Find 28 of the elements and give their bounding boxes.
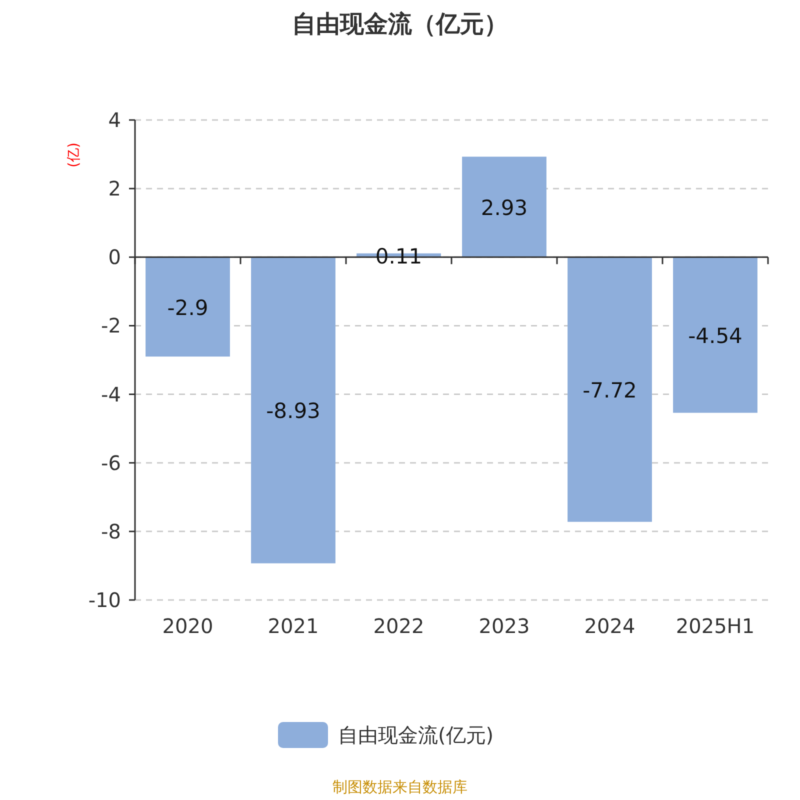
bar <box>146 257 230 357</box>
y-tick-label: 2 <box>108 176 121 201</box>
y-tick-label: -4 <box>101 382 121 406</box>
bar <box>673 257 758 413</box>
bar <box>462 156 546 258</box>
y-tick-label: 4 <box>108 108 121 132</box>
x-tick-label: 2022 <box>373 614 424 638</box>
x-tick-label: 2021 <box>268 614 319 638</box>
y-tick-label: -6 <box>101 450 121 475</box>
bar <box>251 257 336 564</box>
x-tick-label: 2023 <box>478 614 530 638</box>
data-label: 2.93 <box>480 196 528 220</box>
chart-title: 自由现金流（亿元） <box>292 10 508 38</box>
y-tick-label: -8 <box>101 519 121 544</box>
y-tick-label: 0 <box>108 245 121 270</box>
text: 制图数据来自数据库 <box>332 778 468 796</box>
data-label: -4.54 <box>688 324 742 348</box>
x-tick-label: 2020 <box>162 614 214 638</box>
data-label: -2.9 <box>167 296 208 320</box>
y-tick-label: -10 <box>88 588 121 612</box>
data-label: -7.72 <box>582 378 637 402</box>
data-label: -8.93 <box>266 399 320 424</box>
x-tick-label: 2025H1 <box>676 614 755 638</box>
y-axis-title: (亿) <box>66 142 82 168</box>
x-tick-label: 2024 <box>584 614 636 638</box>
legend-label: 自由现金流(亿元) <box>338 723 494 747</box>
y-tick-label: -2 <box>101 314 121 338</box>
bar <box>568 257 652 522</box>
